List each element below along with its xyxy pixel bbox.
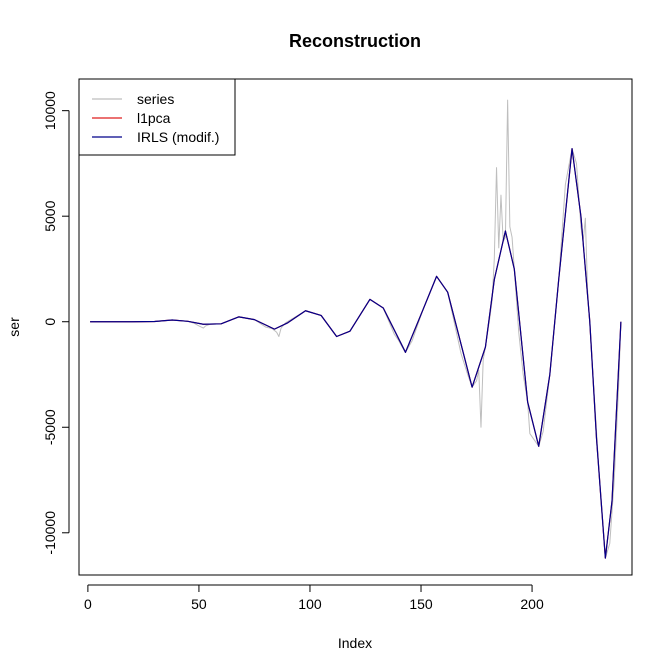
y-axis-label: ser xyxy=(6,317,22,337)
y-tick-label: 5000 xyxy=(42,200,58,231)
plot-area xyxy=(90,99,622,559)
x-tick-label: 100 xyxy=(298,596,322,612)
legend-box xyxy=(78,78,236,156)
y-tick-label: -5000 xyxy=(42,409,58,445)
legend: series l1pca IRLS (modif.) xyxy=(78,78,236,156)
legend-label: IRLS (modif.) xyxy=(137,129,219,145)
y-tick-label: 0 xyxy=(42,318,58,326)
series-line-0 xyxy=(90,99,622,559)
legend-label: l1pca xyxy=(137,110,171,126)
x-tick-label: 50 xyxy=(191,596,207,612)
x-axis: 0 50 100 150 200 xyxy=(84,584,544,612)
x-tick-label: 150 xyxy=(409,596,433,612)
series-line-2 xyxy=(90,148,622,559)
x-tick-label: 0 xyxy=(84,596,92,612)
y-axis: -10000 -5000 0 5000 10000 xyxy=(42,91,70,555)
chart-title: Reconstruction xyxy=(289,31,421,51)
y-tick-label: 10000 xyxy=(42,91,58,130)
plot-frame xyxy=(78,78,633,576)
y-tick-label: -10000 xyxy=(42,511,58,555)
legend-label: series xyxy=(137,91,174,107)
x-axis-label: Index xyxy=(338,635,372,651)
x-tick-label: 200 xyxy=(520,596,544,612)
